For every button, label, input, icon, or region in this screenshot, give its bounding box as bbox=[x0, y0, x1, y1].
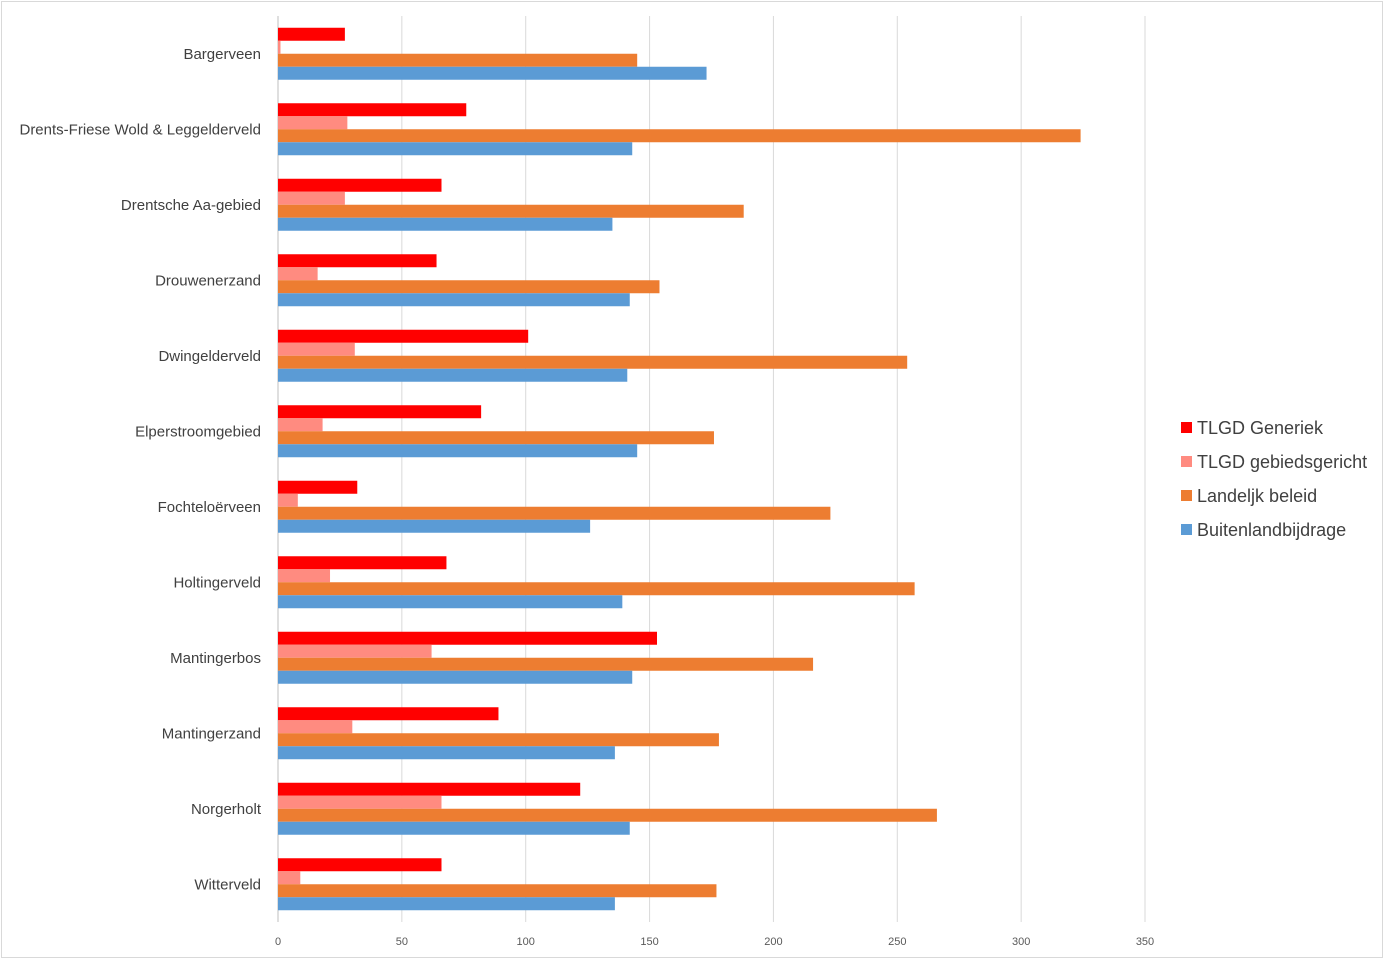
bar-buitenlandbijdrage bbox=[278, 66, 707, 80]
x-tick-label: 200 bbox=[764, 936, 782, 948]
x-tick-label: 0 bbox=[275, 936, 281, 948]
x-tick-label: 50 bbox=[396, 936, 408, 948]
bar-tlgd-generiek bbox=[278, 178, 442, 192]
bar-buitenlandbijdrage bbox=[278, 368, 628, 382]
category-label: Drents-Friese Wold & Leggelderveld bbox=[19, 121, 261, 138]
gridlines bbox=[277, 16, 1146, 922]
bars bbox=[278, 27, 1081, 911]
bar-tlgd-generiek bbox=[278, 329, 529, 343]
bar-buitenlandbijdrage bbox=[278, 519, 591, 533]
category-label: Mantingerbos bbox=[170, 650, 261, 667]
bar-landeljk-beleid bbox=[278, 506, 831, 520]
bar-landeljk-beleid bbox=[278, 884, 717, 898]
legend-label: TLGD gebiedsgericht bbox=[1197, 452, 1367, 472]
bar-tlgd-generiek bbox=[278, 254, 437, 268]
bar-buitenlandbijdrage bbox=[278, 746, 615, 760]
bar-buitenlandbijdrage bbox=[278, 217, 613, 231]
category-label: Drentsche Aa-gebied bbox=[121, 197, 261, 214]
bar-tlgd-generiek bbox=[278, 782, 581, 796]
legend-swatch bbox=[1181, 422, 1192, 433]
bar-buitenlandbijdrage bbox=[278, 293, 630, 307]
bar-landeljk-beleid bbox=[278, 280, 660, 294]
bar-tlgd-generiek bbox=[278, 858, 442, 872]
bar-tlgd-gebiedsgericht bbox=[278, 191, 345, 205]
legend-swatch bbox=[1181, 524, 1192, 535]
legend-label: Landeljk beleid bbox=[1197, 486, 1317, 506]
legend-swatch bbox=[1181, 456, 1192, 467]
category-label: Bargerveen bbox=[183, 46, 261, 63]
category-label: Witterveld bbox=[194, 876, 261, 893]
bar-tlgd-generiek bbox=[278, 631, 658, 645]
bar-tlgd-gebiedsgericht bbox=[278, 493, 298, 507]
bar-tlgd-generiek bbox=[278, 480, 358, 494]
bar-tlgd-gebiedsgericht bbox=[278, 720, 353, 734]
bar-landeljk-beleid bbox=[278, 53, 638, 67]
category-label: Dwingelderveld bbox=[158, 348, 261, 365]
bar-landeljk-beleid bbox=[278, 582, 915, 596]
x-tick-label: 250 bbox=[888, 936, 906, 948]
bar-tlgd-gebiedsgericht bbox=[278, 267, 318, 281]
bar-buitenlandbijdrage bbox=[278, 670, 633, 684]
category-label: Elperstroomgebied bbox=[135, 423, 261, 440]
category-label: Norgerholt bbox=[191, 801, 262, 818]
legend: TLGD Generiek TLGD gebiedsgericht Landeljk… bbox=[1181, 418, 1367, 540]
legend-label: Buitenlandbijdrage bbox=[1197, 520, 1346, 540]
category-label: Holtingerveld bbox=[173, 574, 261, 591]
x-tick-label: 150 bbox=[640, 936, 658, 948]
bar-tlgd-gebiedsgericht bbox=[278, 40, 281, 54]
bar-tlgd-gebiedsgericht bbox=[278, 418, 323, 432]
bar-landeljk-beleid bbox=[278, 355, 908, 369]
category-label: Mantingerzand bbox=[162, 725, 261, 742]
legend-swatch bbox=[1181, 490, 1192, 501]
x-axis-tick-labels: 0 50 100 150 200 250 300 350 bbox=[275, 936, 1154, 948]
x-tick-label: 350 bbox=[1136, 936, 1154, 948]
bar-landeljk-beleid bbox=[278, 657, 814, 671]
bar-buitenlandbijdrage bbox=[278, 595, 623, 609]
bar-landeljk-beleid bbox=[278, 808, 937, 822]
bar-landeljk-beleid bbox=[278, 204, 744, 218]
bar-tlgd-generiek bbox=[278, 27, 345, 41]
x-tick-label: 100 bbox=[517, 936, 535, 948]
category-labels: Bargerveen Drents-Friese Wold & Leggelder… bbox=[19, 46, 261, 894]
bar-tlgd-gebiedsgericht bbox=[278, 342, 355, 356]
bar-tlgd-generiek bbox=[278, 405, 482, 419]
bar-tlgd-generiek bbox=[278, 103, 467, 117]
bar-tlgd-generiek bbox=[278, 707, 499, 721]
bar-tlgd-gebiedsgericht bbox=[278, 569, 331, 583]
legend-label: TLGD Generiek bbox=[1197, 418, 1324, 438]
category-label: Drouwenerzand bbox=[155, 272, 261, 289]
bar-buitenlandbijdrage bbox=[278, 821, 630, 835]
category-label: Fochteloërveen bbox=[158, 499, 261, 516]
bar-tlgd-gebiedsgericht bbox=[278, 795, 442, 809]
bar-tlgd-gebiedsgericht bbox=[278, 116, 348, 130]
bar-buitenlandbijdrage bbox=[278, 142, 633, 156]
bar-landeljk-beleid bbox=[278, 129, 1081, 143]
bar-landeljk-beleid bbox=[278, 733, 719, 747]
bar-buitenlandbijdrage bbox=[278, 444, 638, 458]
bar-tlgd-gebiedsgericht bbox=[278, 871, 301, 885]
bar-landeljk-beleid bbox=[278, 431, 714, 445]
x-tick-label: 300 bbox=[1012, 936, 1030, 948]
bar-buitenlandbijdrage bbox=[278, 897, 615, 911]
bar-tlgd-gebiedsgericht bbox=[278, 644, 432, 658]
bar-tlgd-generiek bbox=[278, 556, 447, 570]
